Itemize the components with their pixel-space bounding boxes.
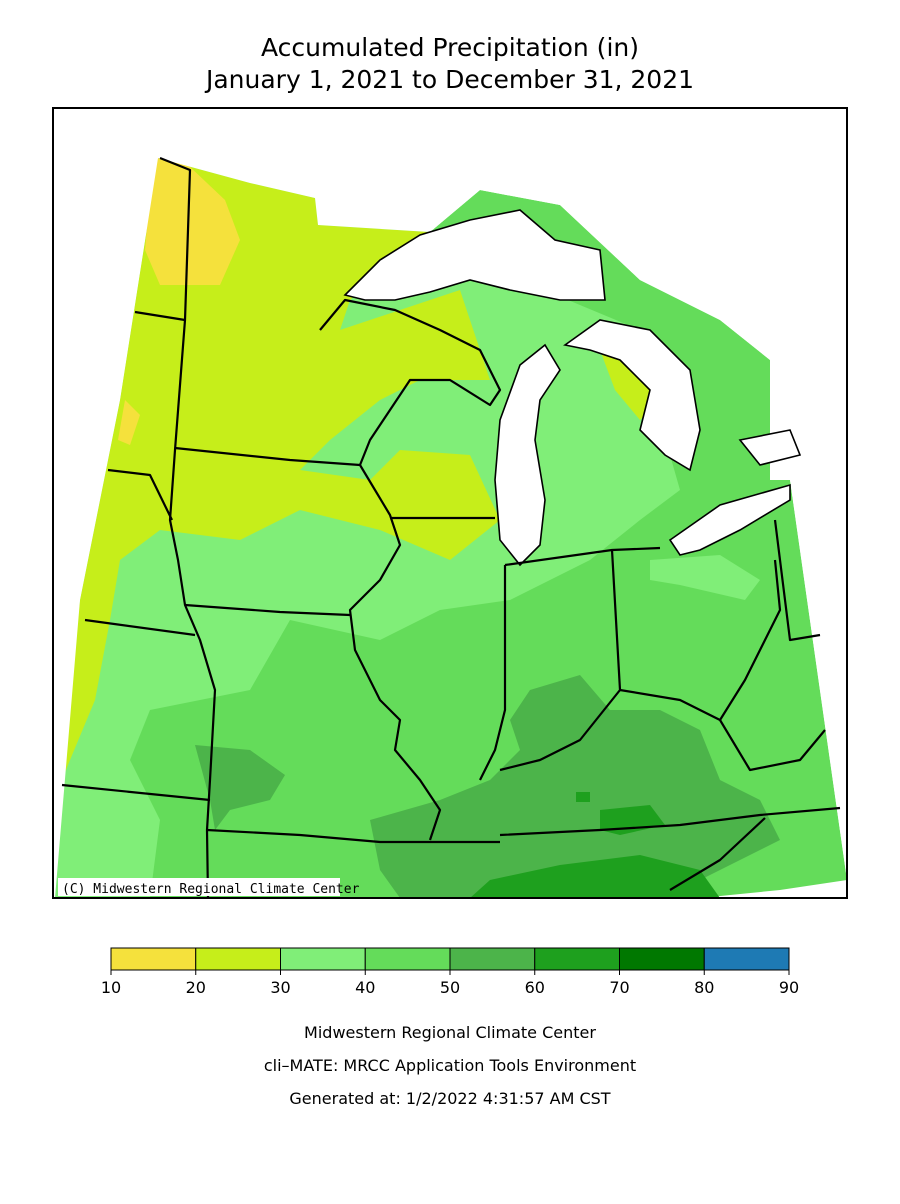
state-line — [719, 719, 826, 772]
copyright-box — [58, 878, 340, 896]
colorbar-bin — [364, 947, 451, 971]
precip-zone — [650, 555, 760, 600]
colorbar-tick-label: 80 — [694, 978, 714, 997]
colorbar-tick-label: 30 — [270, 978, 290, 997]
colorbar-tick-label: 60 — [525, 978, 545, 997]
state-line — [499, 806, 841, 837]
state-line — [773, 519, 821, 642]
subtitle: January 1, 2021 to December 31, 2021 — [204, 65, 694, 94]
state-line — [479, 565, 507, 781]
colorbar-tick-label: 10 — [101, 978, 121, 997]
colorbar: 10 20 30 40 50 60 70 80 90 — [101, 947, 799, 997]
footer-line: Generated at: 1/2/2022 4:31:57 AM CST — [289, 1089, 610, 1108]
footer-line: Midwestern Regional Climate Center — [304, 1023, 596, 1042]
state-line — [669, 817, 766, 891]
state-line — [499, 549, 622, 772]
precip-zone — [470, 855, 720, 898]
state-line — [619, 559, 782, 722]
colorbar-bin — [619, 947, 705, 971]
precip-zone — [576, 792, 590, 802]
state-line — [174, 446, 442, 841]
precip-zone — [145, 158, 240, 285]
lake-michigan — [494, 343, 561, 567]
colorbar-bin — [110, 947, 197, 971]
lake-superior — [343, 209, 606, 301]
map: (C) Midwestern Regional Climate Center — [52, 107, 848, 899]
state-line — [159, 156, 217, 898]
colorbar-bin — [195, 947, 281, 971]
state-line — [184, 603, 351, 617]
map-frame — [52, 107, 848, 899]
state-line — [134, 310, 186, 322]
state-line — [84, 618, 196, 637]
colorbar-bin — [703, 947, 790, 971]
colorbar-bin — [449, 947, 536, 971]
copyright: (C) Midwestern Regional Climate Center — [62, 882, 360, 897]
precip-zone — [195, 745, 285, 830]
footer-line: cli–MATE: MRCC Application Tools Environ… — [264, 1056, 636, 1075]
colorbar-tick-label: 40 — [355, 978, 375, 997]
colorbar-tick-label: 50 — [440, 978, 460, 997]
state-line — [206, 828, 500, 844]
precip-zone — [62, 158, 500, 780]
title: Accumulated Precipitation (in) — [261, 33, 639, 62]
lake-erie — [668, 483, 791, 556]
state-line — [61, 783, 211, 802]
colorbar-tick-label: 90 — [779, 978, 799, 997]
colorbar-tick-label: 20 — [186, 978, 206, 997]
state-line — [107, 468, 173, 521]
state-line — [319, 298, 502, 466]
colorbar-bin — [280, 947, 366, 971]
lake-huron — [563, 319, 701, 472]
colorbar-bin — [534, 947, 620, 971]
outside — [53, 108, 847, 898]
colorbar-tick-label: 70 — [609, 978, 629, 997]
precip-zone — [118, 400, 140, 445]
lake-ontario — [738, 429, 802, 466]
